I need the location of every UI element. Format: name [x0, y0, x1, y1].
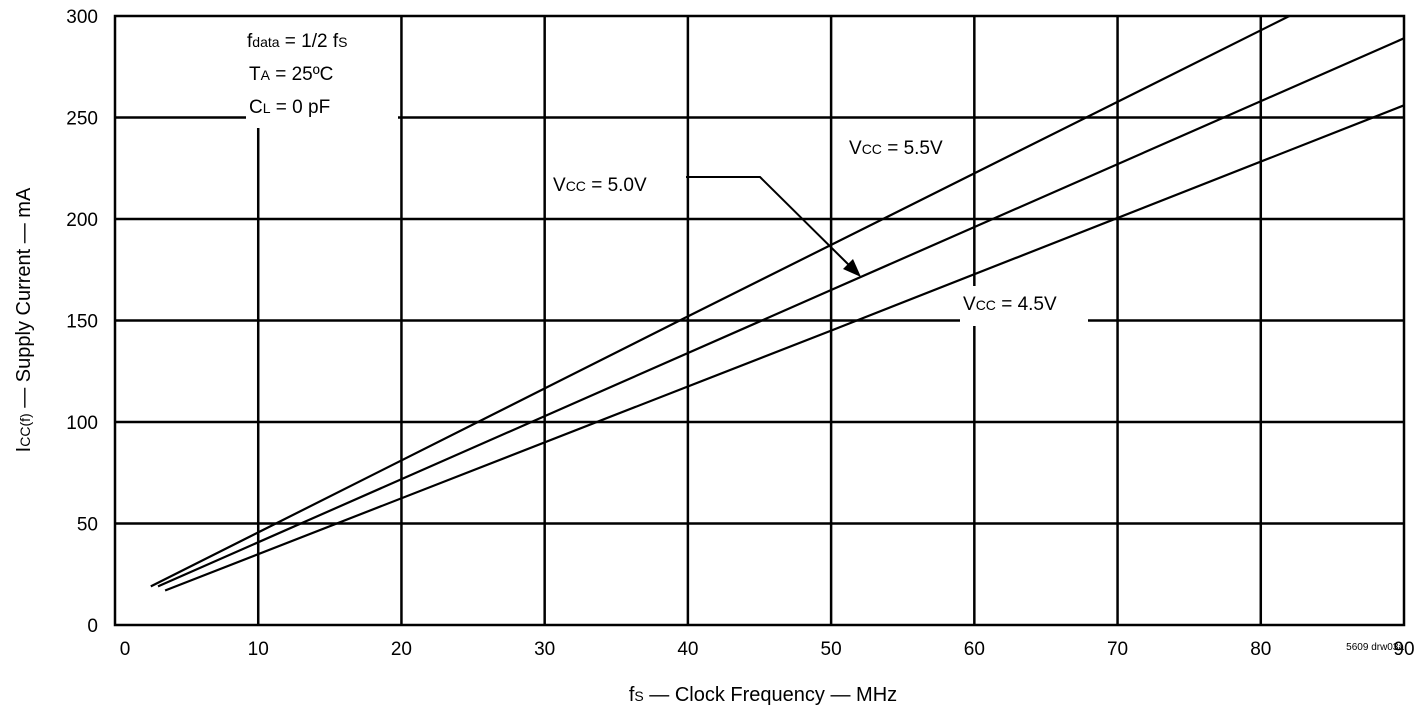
series-label-5-0v-post: = 5.0V	[586, 175, 647, 196]
arrowhead-5-0v	[843, 259, 861, 277]
series-lines	[150, 15, 1405, 592]
label-5-5v-background	[846, 130, 968, 170]
y-tick-label-300: 300	[66, 7, 98, 28]
drawing-id: 5609 drw03a	[1346, 642, 1404, 653]
condition-data-rate-sub: data	[252, 34, 279, 50]
y-tick-label-50: 50	[77, 515, 98, 536]
condition-data-rate: fdata = 1/2 fS	[247, 31, 348, 52]
condition-data-rate-post: = 1/2 f	[280, 31, 339, 52]
y-axis-title-pre: I	[13, 447, 35, 453]
series-label-5-0v-pre: V	[553, 175, 566, 196]
x-tick-label-90: 90	[1393, 639, 1414, 660]
x-tick-label-0: 0	[120, 639, 131, 660]
x-tick-label-60: 60	[964, 639, 985, 660]
x-axis-title-post: — Clock Frequency — MHz	[644, 684, 897, 706]
plot-border	[113, 14, 1406, 627]
condition-temperature-sub: A	[261, 67, 271, 83]
series-label-5-0v: VCC = 5.0V	[553, 175, 647, 196]
y-tick-label-200: 200	[66, 210, 98, 231]
x-tick-label-30: 30	[534, 639, 555, 660]
series-line-2	[164, 104, 1405, 592]
x-tick-label-50: 50	[821, 639, 842, 660]
series-label-4-5v: VCC = 4.5V	[963, 294, 1057, 315]
x-tick-label-10: 10	[248, 639, 269, 660]
condition-load-post: = 0 pF	[271, 97, 331, 118]
series-label-4-5v-pre: V	[963, 294, 976, 315]
condition-temperature: TA = 25ºC	[249, 64, 333, 85]
y-axis-title: ICC(f) — Supply Current — mA	[13, 187, 35, 452]
series-label-5-5v-post: = 5.5V	[882, 138, 943, 159]
series-label-5-5v-sub: CC	[862, 141, 882, 157]
condition-data-rate-sub2: S	[338, 34, 347, 50]
series-label-5-5v-pre: V	[849, 138, 862, 159]
x-tick-label-80: 80	[1250, 639, 1271, 660]
x-tick-labels: 0 10 20 30 40 50 60 70 80 90	[120, 639, 1415, 660]
label-5-0v-background	[546, 160, 684, 204]
series-label-5-0v-sub: CC	[566, 178, 586, 194]
plot-frame	[113, 14, 1406, 627]
label-4-5v-background	[960, 286, 1088, 326]
condition-load-pre: C	[249, 97, 263, 118]
condition-temperature-pre: T	[249, 64, 261, 85]
series-label-4-5v-post: = 4.5V	[996, 294, 1057, 315]
series-line-0	[150, 15, 1290, 588]
series-label-4-5v-sub: CC	[976, 297, 996, 313]
x-axis-title-sub: S	[634, 688, 643, 704]
y-tick-label-0: 0	[87, 616, 98, 637]
x-tick-label-70: 70	[1107, 639, 1128, 660]
x-axis-title: fS — Clock Frequency — MHz	[629, 684, 897, 706]
y-tick-label-250: 250	[66, 109, 98, 130]
condition-load-capacitance: CL = 0 pF	[249, 97, 330, 118]
series-label-5-5v: VCC = 5.5V	[849, 138, 943, 159]
y-axis-title-post: — Supply Current — mA	[13, 187, 35, 413]
condition-data-rate-pre: f	[247, 31, 253, 52]
leader-line-5-0v	[686, 176, 857, 273]
condition-temperature-post: = 25ºC	[270, 64, 333, 85]
y-tick-label-150: 150	[66, 312, 98, 333]
series-line-1	[157, 37, 1405, 588]
label-backgrounds	[246, 14, 1088, 326]
x-axis-title-pre: f	[629, 684, 635, 706]
x-tick-label-20: 20	[391, 639, 412, 660]
y-tick-label-100: 100	[66, 413, 98, 434]
conditions-background	[246, 14, 398, 128]
condition-load-sub: L	[263, 100, 271, 116]
y-axis-title-sub: CC(f)	[17, 413, 33, 446]
y-tick-labels: 0 50 100 150 200 250 300	[66, 7, 98, 637]
x-tick-label-40: 40	[677, 639, 698, 660]
